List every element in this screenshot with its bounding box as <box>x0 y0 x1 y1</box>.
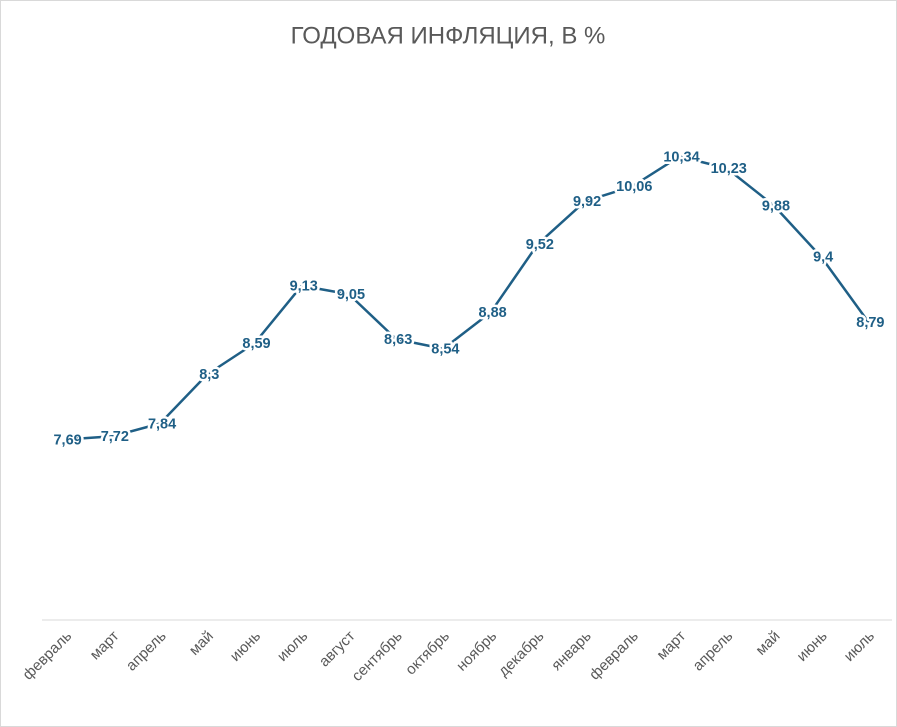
data-label: 9,13 <box>290 279 318 295</box>
data-label: 8,88 <box>478 305 506 321</box>
point <box>253 341 256 345</box>
point <box>536 242 540 246</box>
point <box>111 434 115 438</box>
point <box>725 166 729 170</box>
data-label: 9,4 <box>813 250 833 266</box>
data-label: 7,72 <box>101 429 129 445</box>
point <box>347 292 351 296</box>
data-label: 10,23 <box>711 161 747 177</box>
point <box>158 421 162 425</box>
data-label: 8,54 <box>431 342 459 358</box>
data-label: 10,06 <box>616 179 652 195</box>
data-label: 8,59 <box>242 336 270 352</box>
line <box>65 155 870 441</box>
data-label: 9,05 <box>337 287 365 303</box>
point <box>819 255 823 259</box>
data-label: 8,63 <box>384 332 412 348</box>
point <box>866 320 870 324</box>
data-label: 10,34 <box>663 149 699 165</box>
data-label: 8,3 <box>199 367 219 383</box>
data-label: 8,79 <box>856 315 884 331</box>
data-label: 9,52 <box>526 237 554 253</box>
point <box>678 154 681 158</box>
point <box>630 184 634 188</box>
data-label: 7,84 <box>148 416 176 432</box>
point <box>64 438 68 442</box>
point <box>300 284 304 288</box>
data-label: 9,92 <box>573 194 601 210</box>
point <box>489 310 493 314</box>
point <box>205 372 209 376</box>
point <box>441 347 445 351</box>
data-label: 9,88 <box>762 198 790 214</box>
data-label: 7,69 <box>53 432 81 448</box>
point <box>583 199 587 203</box>
chart-title: ГОДОВАЯ ИНФЛЯЦИЯ, В % <box>291 22 606 49</box>
point <box>772 204 776 208</box>
point <box>394 337 398 341</box>
